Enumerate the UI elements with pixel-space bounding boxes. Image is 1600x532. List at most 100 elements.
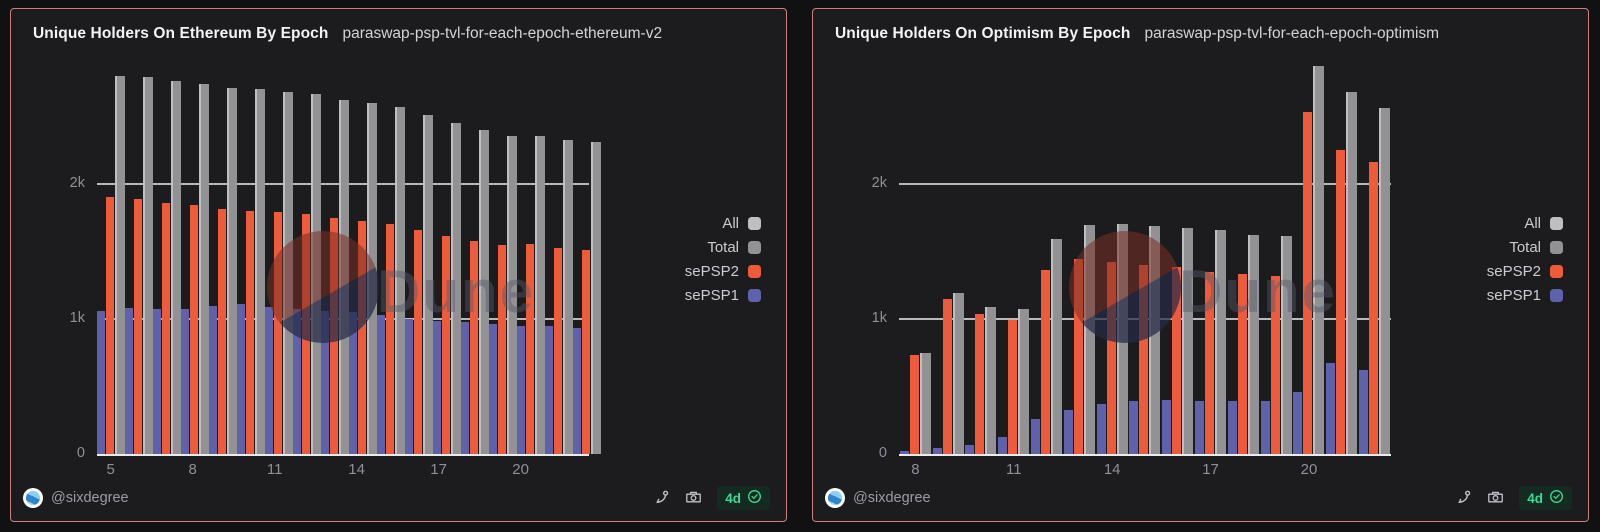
bar-all-total-epoch-12 [1051, 239, 1063, 454]
bar-sepsp1-epoch-22 [573, 327, 581, 454]
bar-sepsp1-epoch-13 [321, 310, 329, 454]
bar-sepsp2-epoch-11 [274, 212, 282, 454]
camera-icon [1487, 489, 1504, 508]
legend-item-total[interactable]: Total [707, 239, 761, 256]
bar-all-total-epoch-19 [1280, 236, 1292, 454]
footer-actions: 4d [654, 486, 770, 510]
bar-sepsp2-epoch-18 [470, 241, 478, 454]
bar-sepsp2-epoch-10 [246, 210, 254, 454]
bar-total-epoch-16 [1184, 228, 1194, 454]
bar-sepsp2-epoch-14 [1106, 262, 1116, 454]
bar-group-epoch-22 [573, 62, 601, 454]
legend-item-total[interactable]: Total [1509, 239, 1563, 256]
y-tick-1k: 1k [871, 309, 887, 326]
legend-item-all[interactable]: All [722, 215, 761, 232]
bar-sepsp2-epoch-22 [1369, 162, 1379, 454]
bar-sepsp2-epoch-12 [302, 214, 310, 454]
bar-sepsp1-epoch-11 [265, 306, 273, 454]
last-updated-badge[interactable]: 4d [717, 486, 770, 510]
x-tick-5: 5 [106, 461, 115, 478]
fork-query-button[interactable] [654, 489, 670, 508]
x-tick-10 [965, 461, 998, 478]
y-tick-0: 0 [878, 445, 887, 461]
bar-group-epoch-11 [997, 62, 1030, 454]
legend-item-sepsp1[interactable]: sePSP1 [685, 287, 761, 304]
bar-sepsp1-epoch-21 [545, 326, 553, 454]
bar-group-epoch-15 [377, 62, 405, 454]
bar-all-total-epoch-11 [283, 91, 293, 454]
bar-sepsp1-epoch-13 [1063, 410, 1073, 454]
bar-all-total-epoch-18 [479, 129, 489, 454]
bar-all-total-epoch-8 [919, 353, 931, 454]
chart-legend: All Total sePSP2 sePSP1 [685, 215, 761, 304]
x-tick-9 [932, 461, 965, 478]
fork-query-button[interactable] [1456, 489, 1472, 508]
bar-sepsp2-epoch-20 [526, 244, 534, 454]
bar-group-epoch-14 [1096, 62, 1129, 454]
legend-swatch [1550, 241, 1563, 254]
chart-panel-optimism: Unique Holders On Optimism By Epoch para… [812, 8, 1589, 522]
bar-total-epoch-16 [425, 114, 433, 454]
x-tick-14: 14 [1103, 461, 1121, 478]
legend-item-sepsp1[interactable]: sePSP1 [1487, 287, 1563, 304]
author-link[interactable]: @sixdegree [51, 490, 129, 506]
bar-all-total-epoch-10 [985, 306, 997, 454]
panel-footer: @sixdegree [825, 484, 1572, 512]
author-link[interactable]: @sixdegree [853, 490, 931, 506]
verified-check-icon [747, 489, 762, 507]
panel-footer: @sixdegree [23, 484, 770, 512]
bar-total-epoch-15 [1151, 225, 1161, 454]
bar-sepsp2-epoch-17 [1205, 272, 1215, 454]
last-updated-badge[interactable]: 4d [1519, 486, 1572, 510]
bar-sepsp1-epoch-16 [405, 318, 413, 454]
avatar-image [828, 491, 842, 505]
bar-group-epoch-19 [489, 62, 517, 454]
bar-all-total-epoch-15 [1149, 225, 1161, 454]
bar-total-epoch-17 [453, 122, 461, 454]
x-tick-8: 8 [188, 461, 197, 478]
bar-group-epoch-5 [97, 62, 125, 454]
bar-sepsp2-epoch-14 [358, 220, 366, 454]
bar-sepsp1-epoch-17 [1195, 401, 1205, 454]
legend-label: All [1524, 215, 1541, 232]
bar-group-epoch-17 [1194, 62, 1227, 454]
bar-total-epoch-13 [1085, 224, 1095, 454]
bar-sepsp2-epoch-6 [134, 198, 142, 454]
bar-group-epoch-16 [1161, 62, 1194, 454]
avatar[interactable] [23, 488, 43, 508]
bar-group-epoch-6 [125, 62, 153, 454]
bar-total-epoch-12 [1053, 239, 1063, 454]
bar-total-epoch-10 [257, 89, 265, 454]
bar-total-epoch-22 [1381, 107, 1391, 454]
screenshot-button[interactable] [1487, 489, 1504, 508]
panel-header: Unique Holders On Ethereum By Epoch para… [33, 25, 770, 43]
bar-all-total-epoch-21 [1346, 92, 1358, 454]
bar-group-epoch-10 [965, 62, 998, 454]
x-tick-21 [534, 461, 561, 478]
bar-sepsp1-epoch-8 [181, 309, 189, 454]
legend-item-all[interactable]: All [1524, 215, 1563, 232]
legend-swatch [748, 241, 761, 254]
chart-title: Unique Holders On Optimism By Epoch [835, 25, 1131, 42]
bar-all-total-epoch-17 [451, 122, 461, 454]
bar-sepsp1-epoch-12 [293, 309, 301, 454]
legend-label: All [722, 215, 739, 232]
screenshot-button[interactable] [685, 489, 702, 508]
bars-container [97, 62, 601, 454]
avatar[interactable] [825, 488, 845, 508]
x-tick-16 [398, 461, 425, 478]
legend-item-sepsp2[interactable]: sePSP2 [685, 263, 761, 280]
bars-container [899, 62, 1391, 454]
legend-item-sepsp2[interactable]: sePSP2 [1487, 263, 1563, 280]
bar-group-epoch-7 [153, 62, 181, 454]
fork-icon [1456, 489, 1472, 508]
bar-sepsp1-epoch-18 [461, 322, 469, 454]
bar-group-epoch-18 [461, 62, 489, 454]
x-tick-6 [124, 461, 151, 478]
bar-sepsp1-epoch-14 [1096, 404, 1106, 454]
plot-area [97, 62, 601, 456]
bar-total-epoch-19 [1282, 236, 1292, 454]
bar-total-epoch-14 [1118, 224, 1128, 454]
bar-sepsp1-epoch-6 [125, 308, 133, 454]
bar-sepsp2-epoch-9 [942, 298, 952, 454]
